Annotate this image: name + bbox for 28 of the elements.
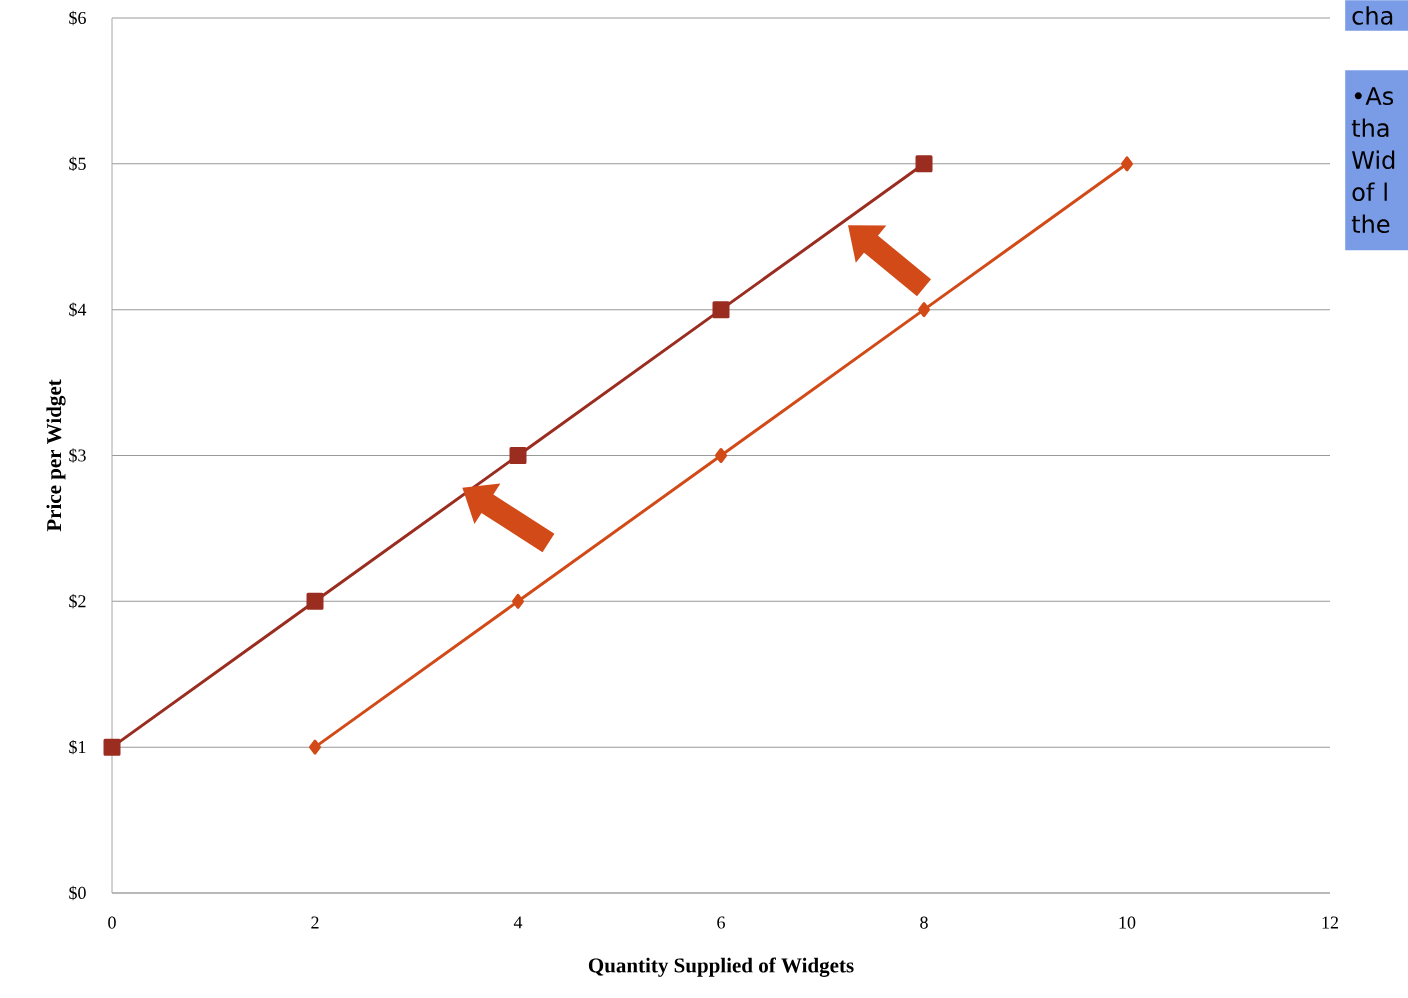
- point: [915, 155, 933, 173]
- x-axis-title: Quantity Supplied of Widgets: [588, 957, 854, 977]
- x-tick-label: 10: [1119, 916, 1136, 929]
- x-tick-label: 2: [311, 916, 319, 929]
- text: cha: [1352, 6, 1393, 25]
- y-tick-label: $6: [69, 10, 86, 26]
- x-tick-label: 6: [717, 916, 725, 929]
- x-tick-label: 4: [513, 916, 523, 929]
- x-tick-label: 8: [920, 916, 928, 929]
- x-tick-label: 0: [108, 916, 116, 929]
- point: [715, 447, 728, 463]
- point: [512, 593, 525, 609]
- text: •As tha Wid of l the: [1351, 87, 1395, 234]
- y-axis-title: Price per Widget: [46, 379, 66, 532]
- y-tick-label: $1: [69, 739, 86, 755]
- y-tick-label: $0: [69, 885, 86, 901]
- point: [509, 446, 527, 464]
- point: [1121, 156, 1134, 172]
- point: [306, 592, 324, 610]
- y-tick-label: $2: [69, 594, 86, 609]
- point: [103, 738, 121, 756]
- y-tick-label: $4: [69, 302, 87, 317]
- y-tick-label: $5: [69, 156, 86, 172]
- point: [918, 302, 931, 318]
- x-tick-label: 12: [1322, 916, 1339, 929]
- point: [309, 739, 322, 755]
- point: [712, 301, 730, 319]
- y-tick-label: $3: [69, 448, 86, 463]
